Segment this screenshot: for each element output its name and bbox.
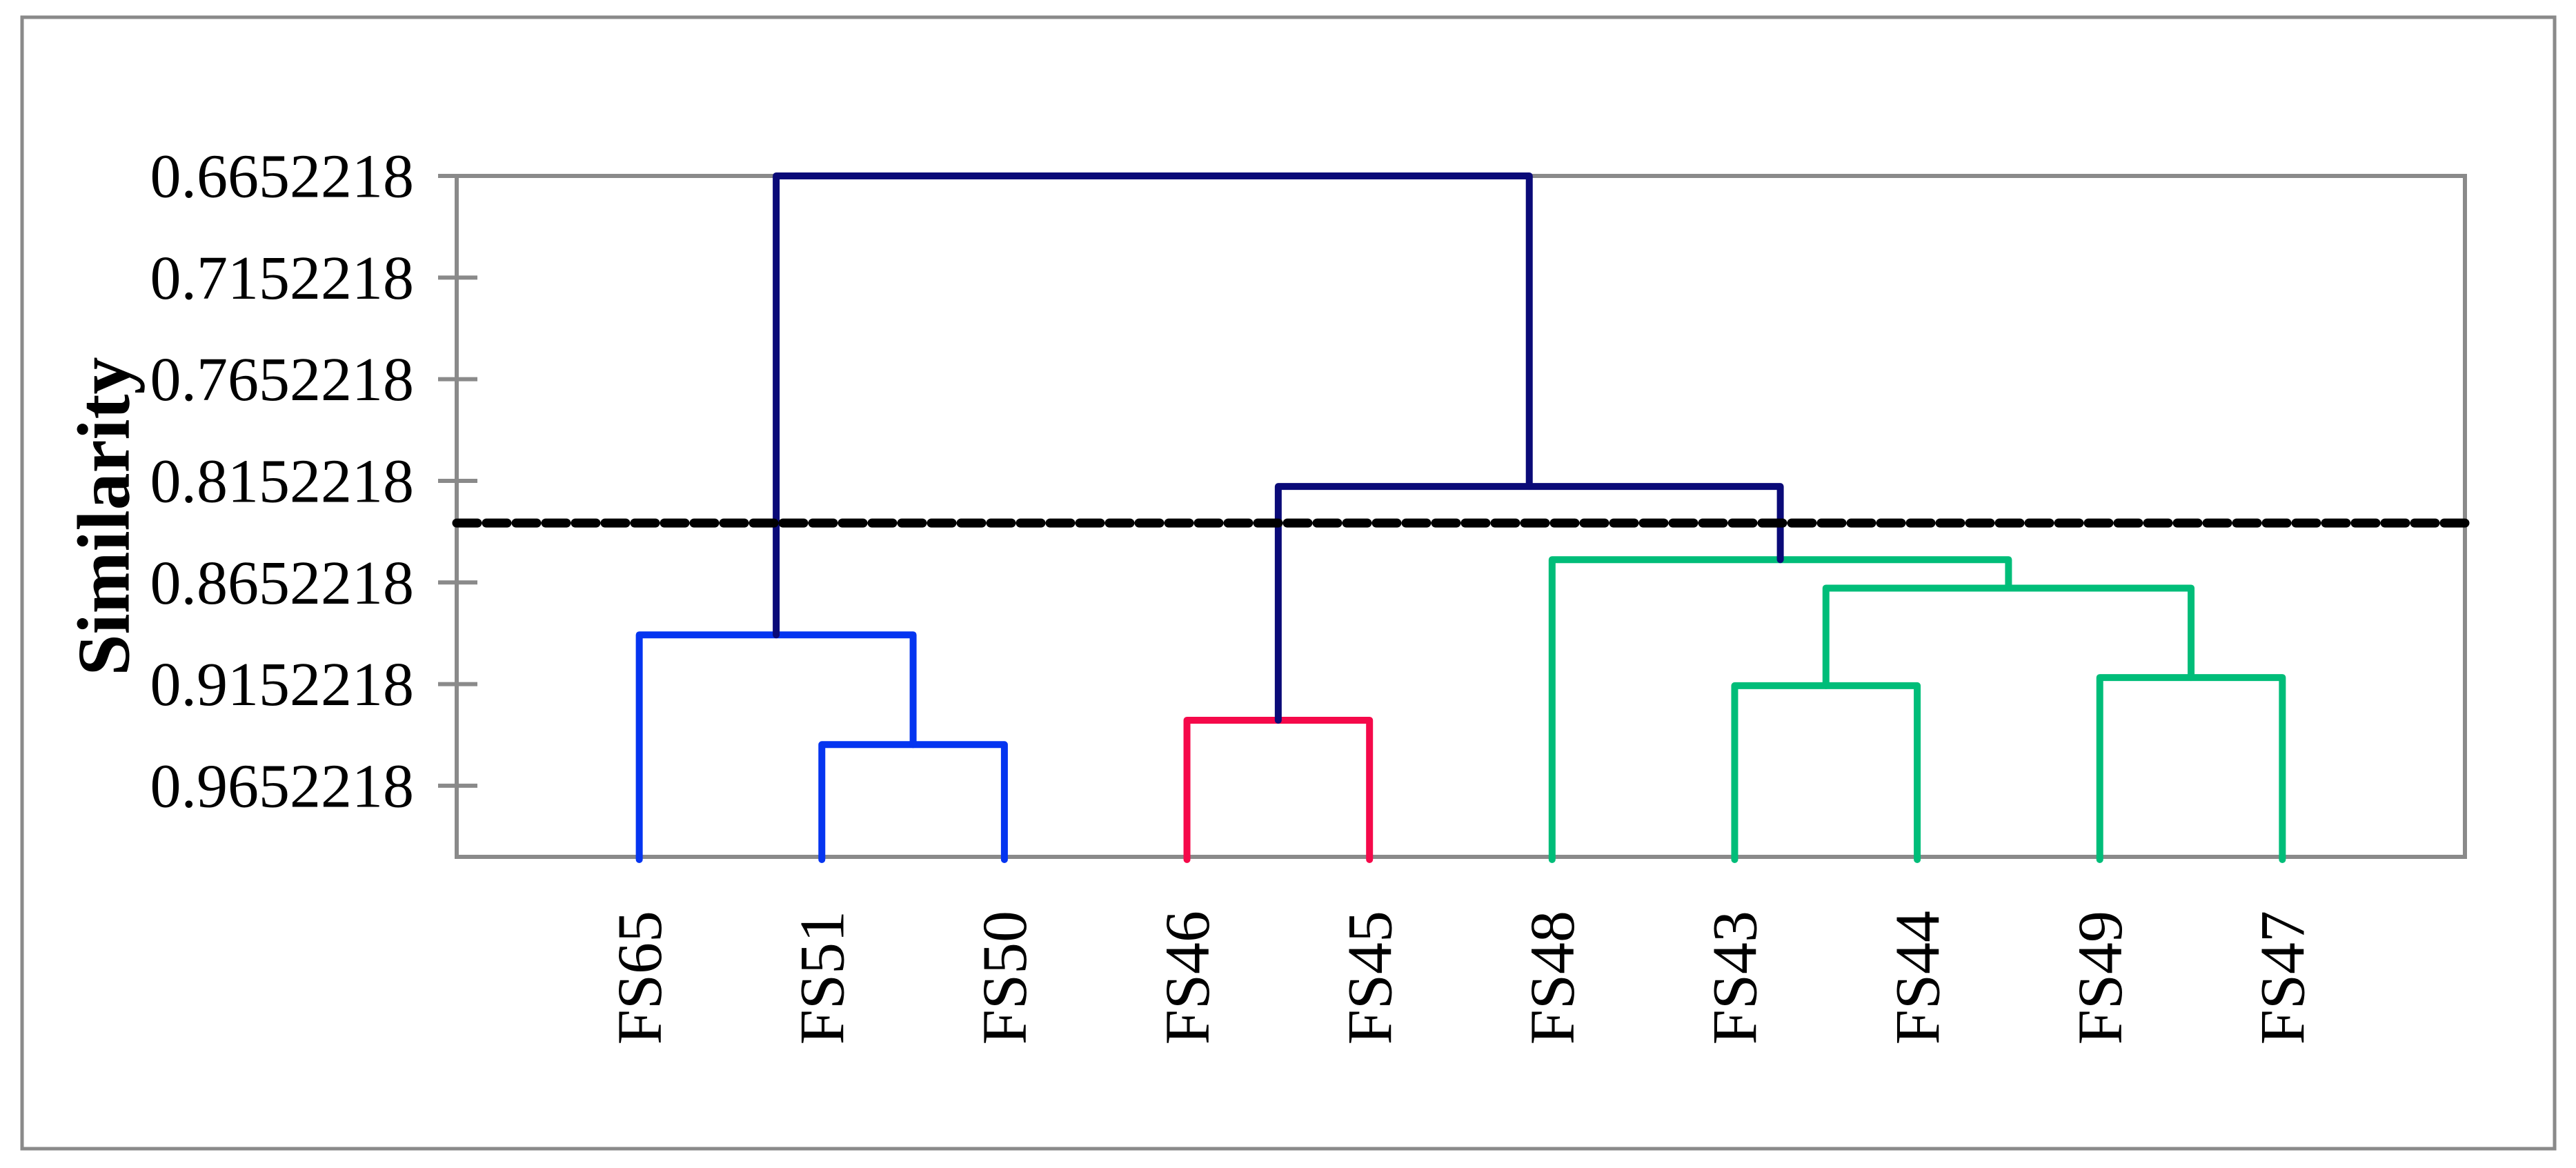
- y-tick-label: 0.9652218: [150, 752, 415, 820]
- leaf-label: FS45: [1334, 911, 1405, 1045]
- leaf-label: FS44: [1882, 911, 1952, 1045]
- leaf-label: FS43: [1700, 911, 1770, 1045]
- leaf-label: FS49: [2065, 911, 2135, 1045]
- y-tick-label: 0.7152218: [150, 244, 415, 313]
- leaf-label: FS50: [969, 911, 1040, 1045]
- y-tick-label: 0.9152218: [150, 651, 415, 719]
- y-tick-label: 0.6652218: [150, 143, 415, 211]
- leaf-label: FS65: [604, 911, 675, 1045]
- leaf-label: FS48: [1517, 911, 1587, 1045]
- leaf-label: FS51: [787, 911, 858, 1045]
- y-tick-label: 0.8652218: [150, 549, 415, 617]
- leaf-label: FS47: [2248, 911, 2318, 1045]
- leaf-label: FS46: [1152, 911, 1222, 1045]
- y-axis-title: Similarity: [63, 357, 146, 676]
- y-tick-label: 0.8152218: [150, 448, 415, 516]
- y-tick-label: 0.7652218: [150, 346, 415, 414]
- merge-link-M9: [773, 172, 1533, 639]
- figure-border: [20, 15, 2557, 1151]
